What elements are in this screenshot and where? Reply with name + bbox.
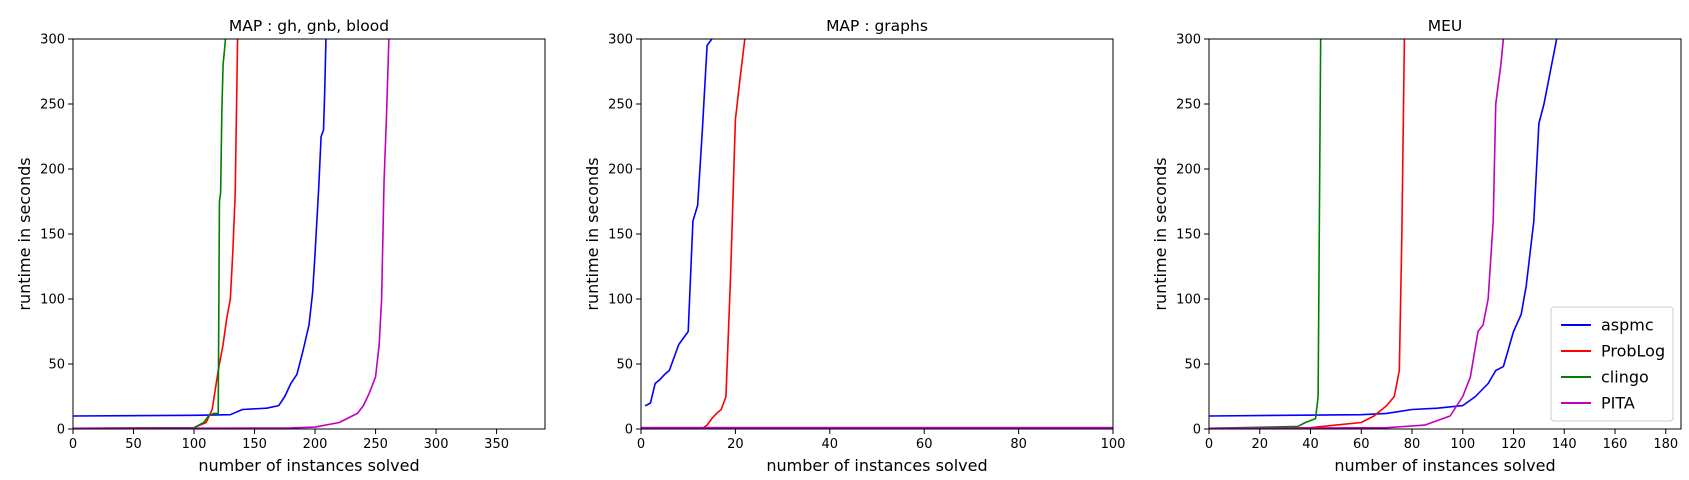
legend: aspmc ProbLog clingo PITA — [1550, 306, 1674, 422]
x-tick-label: 40 — [1302, 437, 1319, 452]
legend-label-pita: PITA — [1601, 394, 1635, 413]
x-tick-label: 50 — [125, 437, 142, 452]
y-tick-label: 100 — [1176, 293, 1201, 308]
x-tick-label: 20 — [1251, 437, 1268, 452]
y-tick-label: 100 — [40, 293, 65, 308]
chart-panel-3: 0 20 40 60 80 100 120 140 160 180 0 50 100 150 200 250 3… — [1151, 17, 1682, 475]
legend-label-clingo: clingo — [1601, 368, 1649, 387]
y-tick-label: 200 — [608, 163, 633, 178]
x-tick-label: 80 — [1404, 437, 1421, 452]
x-tick-label: 100 — [182, 437, 207, 452]
y-tick-label: 100 — [608, 293, 633, 308]
y-tick-label: 200 — [40, 163, 65, 178]
axes-frame — [640, 38, 1114, 430]
x-tick-label: 300 — [424, 437, 449, 452]
chart-panel-1: 0 50 100 150 200 250 300 350 0 50 100 150 200 250 300 M… — [15, 17, 546, 475]
y-tick-label: 250 — [608, 98, 633, 113]
x-tick-label: 140 — [1552, 437, 1577, 452]
x-tick-label: 20 — [727, 437, 744, 452]
x-axis-label: number of instances solved — [1334, 456, 1555, 475]
x-tick-label: 180 — [1653, 437, 1678, 452]
x-tick-label: 80 — [1010, 437, 1027, 452]
x-axis-label: number of instances solved — [766, 456, 987, 475]
series-line-problog — [73, 39, 239, 429]
y-tick-label: 250 — [1176, 98, 1201, 113]
series-line-pita — [73, 39, 390, 429]
x-tick-label: 0 — [69, 437, 77, 452]
series-line-clingo — [1209, 39, 1322, 429]
x-tick-label: 250 — [363, 437, 388, 452]
y-tick-label: 150 — [40, 228, 65, 243]
series-line-pita — [1209, 39, 1505, 429]
y-tick-label: 0 — [57, 423, 65, 438]
x-tick-label: 100 — [1101, 437, 1126, 452]
y-tick-label: 300 — [608, 33, 633, 48]
x-tick-label: 0 — [1205, 437, 1213, 452]
x-axis-label: number of instances solved — [198, 456, 419, 475]
x-tick-label: 60 — [1353, 437, 1370, 452]
x-tick-label: 150 — [242, 437, 267, 452]
y-tick-label: 300 — [40, 33, 65, 48]
y-tick-label: 200 — [1176, 163, 1201, 178]
y-tick-label: 250 — [40, 98, 65, 113]
chart-panel-2: 0 20 40 60 80 100 0 50 100 150 200 250 300 MAP : grap… — [583, 17, 1125, 475]
y-tick-label: 150 — [608, 228, 633, 243]
x-tick-label: 200 — [303, 437, 328, 452]
x-tick-label: 40 — [822, 437, 839, 452]
y-tick-label: 300 — [1176, 33, 1201, 48]
legend-label-problog: ProbLog — [1601, 342, 1665, 361]
series-line-aspmc — [73, 39, 327, 417]
y-tick-label: 50 — [1184, 358, 1201, 373]
y-axis-label: runtime in seconds — [15, 157, 34, 310]
series-line-problog — [641, 39, 746, 429]
chart-title: MEU — [1428, 17, 1463, 35]
chart-title: MAP : gh, gnb, blood — [229, 17, 389, 35]
series-line-aspmc — [1209, 39, 1558, 417]
series-line-problog — [1209, 39, 1406, 429]
x-tick-label: 350 — [484, 437, 509, 452]
axes-frame — [72, 38, 546, 430]
y-tick-label: 50 — [616, 358, 633, 373]
x-tick-label: 60 — [916, 437, 933, 452]
y-axis-label: runtime in seconds — [1151, 157, 1170, 310]
y-axis-label: runtime in seconds — [583, 157, 602, 310]
x-tick-label: 0 — [637, 437, 645, 452]
y-tick-label: 150 — [1176, 228, 1201, 243]
y-tick-label: 50 — [48, 358, 65, 373]
y-tick-label: 0 — [1193, 423, 1201, 438]
x-tick-label: 160 — [1603, 437, 1628, 452]
x-tick-label: 120 — [1501, 437, 1526, 452]
legend-label-aspmc: aspmc — [1601, 316, 1654, 335]
chart-title: MAP : graphs — [826, 17, 928, 35]
y-tick-label: 0 — [625, 423, 633, 438]
series-line-aspmc — [644, 39, 713, 407]
series-line-clingo — [73, 39, 227, 429]
x-tick-label: 100 — [1450, 437, 1475, 452]
legend-box — [1550, 306, 1674, 422]
